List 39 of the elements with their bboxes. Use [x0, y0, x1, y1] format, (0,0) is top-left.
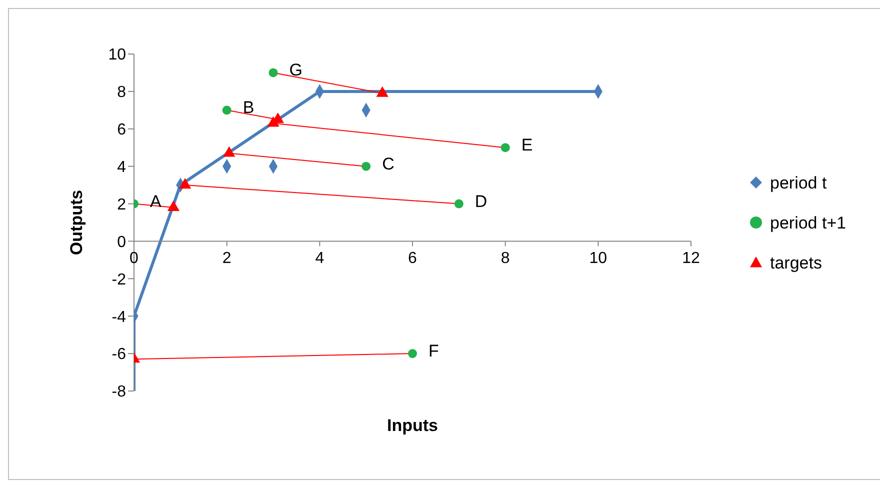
point: [222, 106, 232, 115]
x-tick-label: 2: [222, 250, 232, 268]
x-tick-label: 0: [130, 250, 139, 268]
y-tick-label: 8: [117, 84, 126, 102]
point: [167, 200, 180, 212]
legend-label: period t: [770, 174, 827, 192]
legend-label: period t+1: [770, 214, 846, 232]
annotation: E: [521, 136, 533, 155]
x-tick-label: 4: [315, 250, 324, 268]
annotation: B: [242, 98, 254, 118]
y-tick-label: -8: [112, 384, 126, 401]
x-tick-label: 8: [500, 250, 510, 268]
point: [500, 143, 510, 152]
legend-label: targets: [770, 254, 822, 272]
x-axis-title: Inputs: [387, 416, 438, 435]
y-tick-label: 10: [108, 46, 126, 64]
point: [454, 199, 464, 208]
x-tick-label: 6: [408, 250, 418, 268]
x-tick-label: 10: [589, 250, 608, 268]
y-tick-label: -6: [112, 346, 126, 364]
point: [268, 68, 278, 78]
annotation: C: [382, 154, 394, 174]
annotation: F: [428, 342, 439, 361]
y-tick-label: 4: [117, 159, 126, 176]
point: [362, 162, 371, 171]
annotation: D: [474, 192, 488, 211]
point: [267, 116, 280, 127]
point: [408, 349, 418, 358]
y-axis-title: Outputs: [67, 190, 86, 256]
point: [223, 146, 236, 157]
x-tick-label: 12: [682, 250, 700, 268]
point: [178, 178, 192, 189]
y-tick-label: 6: [117, 122, 126, 139]
point: [376, 86, 388, 97]
annotation: G: [289, 60, 302, 80]
y-tick-label: 0: [117, 234, 126, 251]
y-tick-label: -4: [112, 308, 126, 326]
y-tick-label: -2: [112, 271, 126, 288]
y-tick-label: 2: [117, 196, 126, 214]
